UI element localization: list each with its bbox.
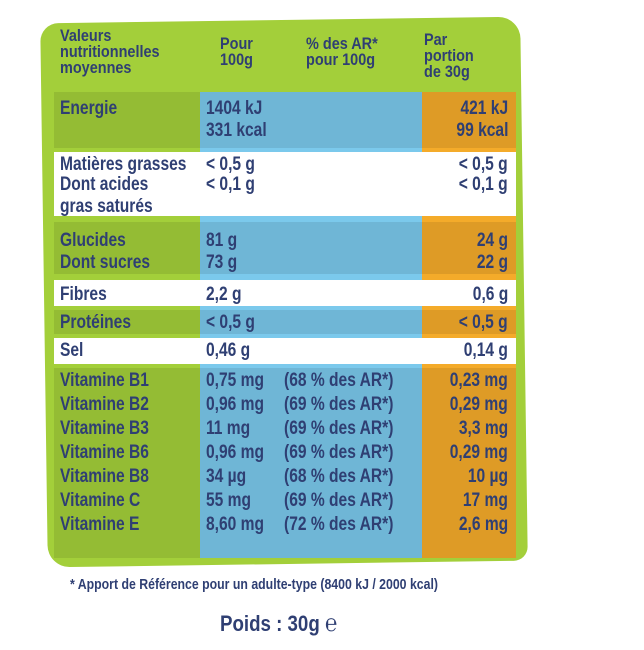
value-per-100g: 0,96 mg — [206, 394, 265, 415]
header-line: pour 100g — [306, 50, 376, 69]
value-ar-percent: (69 % des AR*) — [284, 442, 394, 463]
value-per-portion: 2,6 mg — [458, 514, 508, 535]
value-per-100g: < 0,1 g — [206, 174, 255, 195]
value-per-portion: 3,3 mg — [458, 418, 508, 439]
nutrient-label: Vitamine B1 — [60, 370, 149, 391]
nutrient-label: gras saturés — [60, 196, 153, 217]
nutrient-label: Vitamine E — [60, 514, 140, 535]
header-col-nutrient: Valeurs nutritionnelles moyennes — [60, 26, 160, 77]
value-per-portion: 22 g — [476, 252, 508, 273]
carb-band — [54, 222, 516, 274]
nutrient-label: Vitamine C — [60, 490, 141, 511]
value-per-portion: 99 kcal — [456, 120, 508, 141]
value-per-portion: 0,6 g — [472, 284, 508, 305]
header-line: Valeurs — [60, 26, 112, 45]
nutrient-label: Energie — [60, 98, 118, 119]
nutrient-label: Vitamine B3 — [60, 418, 149, 439]
value-per-100g: 55 mg — [206, 490, 252, 511]
value-per-100g: 73 g — [206, 252, 238, 273]
nutrient-label: Vitamine B2 — [60, 394, 149, 415]
value-per-portion: 0,29 mg — [449, 442, 508, 463]
value-per-portion: 0,29 mg — [449, 394, 508, 415]
header-line: moyennes — [60, 58, 132, 77]
value-per-100g: 0,46 g — [206, 340, 251, 361]
header-line: Pour — [220, 34, 253, 53]
nutrient-label: Dont sucres — [60, 252, 151, 273]
vitamin-band — [54, 368, 516, 558]
value-per-100g: 34 µg — [206, 466, 247, 487]
value-per-portion: < 0,5 g — [459, 312, 508, 333]
value-per-100g: 331 kcal — [206, 120, 267, 141]
salt-band — [54, 338, 516, 364]
value-per-100g: 81 g — [206, 230, 238, 251]
header-col-portion: Par portion de 30g — [424, 30, 501, 81]
nutrient-label: Vitamine B8 — [60, 466, 149, 487]
value-ar-percent: (69 % des AR*) — [284, 418, 394, 439]
value-ar-percent: (69 % des AR*) — [284, 394, 394, 415]
weight-text: Poids : 30g — [220, 611, 320, 636]
value-per-100g: < 0,5 g — [206, 154, 255, 175]
value-per-100g: 8,60 mg — [206, 514, 265, 535]
value-per-portion: 10 µg — [467, 466, 508, 487]
value-ar-percent: (68 % des AR*) — [284, 466, 394, 487]
nutrient-label: Fibres — [60, 284, 107, 305]
value-per-portion: 0,14 g — [463, 340, 508, 361]
value-per-portion: 24 g — [476, 230, 508, 251]
nutrient-label: Protéines — [60, 312, 132, 333]
value-ar-percent: (68 % des AR*) — [284, 370, 394, 391]
value-per-100g: 1404 kJ — [206, 98, 263, 119]
header-col-ar: % des AR* pour 100g — [306, 34, 378, 69]
nutrient-label: Glucides — [60, 230, 126, 251]
value-per-100g: 0,96 mg — [206, 442, 265, 463]
value-per-100g: 2,2 g — [206, 284, 242, 305]
protein-band — [54, 310, 516, 334]
table-header: Valeurs nutritionnelles moyennes Pour 10… — [54, 26, 514, 86]
nutrient-label: Matières grasses — [60, 154, 187, 175]
value-ar-percent: (72 % des AR*) — [284, 514, 394, 535]
header-line: nutritionnelles — [60, 42, 160, 61]
header-line: 100g — [220, 50, 253, 69]
fat-band — [54, 152, 516, 216]
weight-label: Poids : 30g ℮ — [220, 610, 337, 638]
nutrient-label: Sel — [60, 340, 84, 361]
header-col-per100g: Pour 100g — [220, 34, 253, 69]
value-per-portion: 0,23 mg — [449, 370, 508, 391]
value-per-100g: 11 mg — [206, 418, 251, 439]
footnote: * Apport de Référence pour un adulte-typ… — [70, 576, 438, 593]
value-per-portion: 421 kJ — [460, 98, 508, 119]
header-line: % des AR* — [306, 34, 378, 53]
nutrition-table: Energie 1404 kJ 421 kJ 331 kcal 99 kcal Matiè… — [54, 92, 516, 558]
value-per-portion: < 0,5 g — [459, 154, 508, 175]
header-line: de 30g — [424, 62, 470, 81]
header-line: Par portion — [424, 30, 474, 65]
value-per-portion: 17 mg — [462, 490, 508, 511]
fibre-band — [54, 280, 516, 306]
estimate-sign: ℮ — [324, 610, 338, 637]
value-per-100g: < 0,5 g — [206, 312, 255, 333]
value-ar-percent: (69 % des AR*) — [284, 490, 394, 511]
value-per-portion: < 0,1 g — [459, 174, 508, 195]
nutrient-label: Vitamine B6 — [60, 442, 149, 463]
value-per-100g: 0,75 mg — [206, 370, 265, 391]
nutrient-label: Dont acides — [60, 174, 149, 195]
energy-band — [54, 92, 516, 148]
